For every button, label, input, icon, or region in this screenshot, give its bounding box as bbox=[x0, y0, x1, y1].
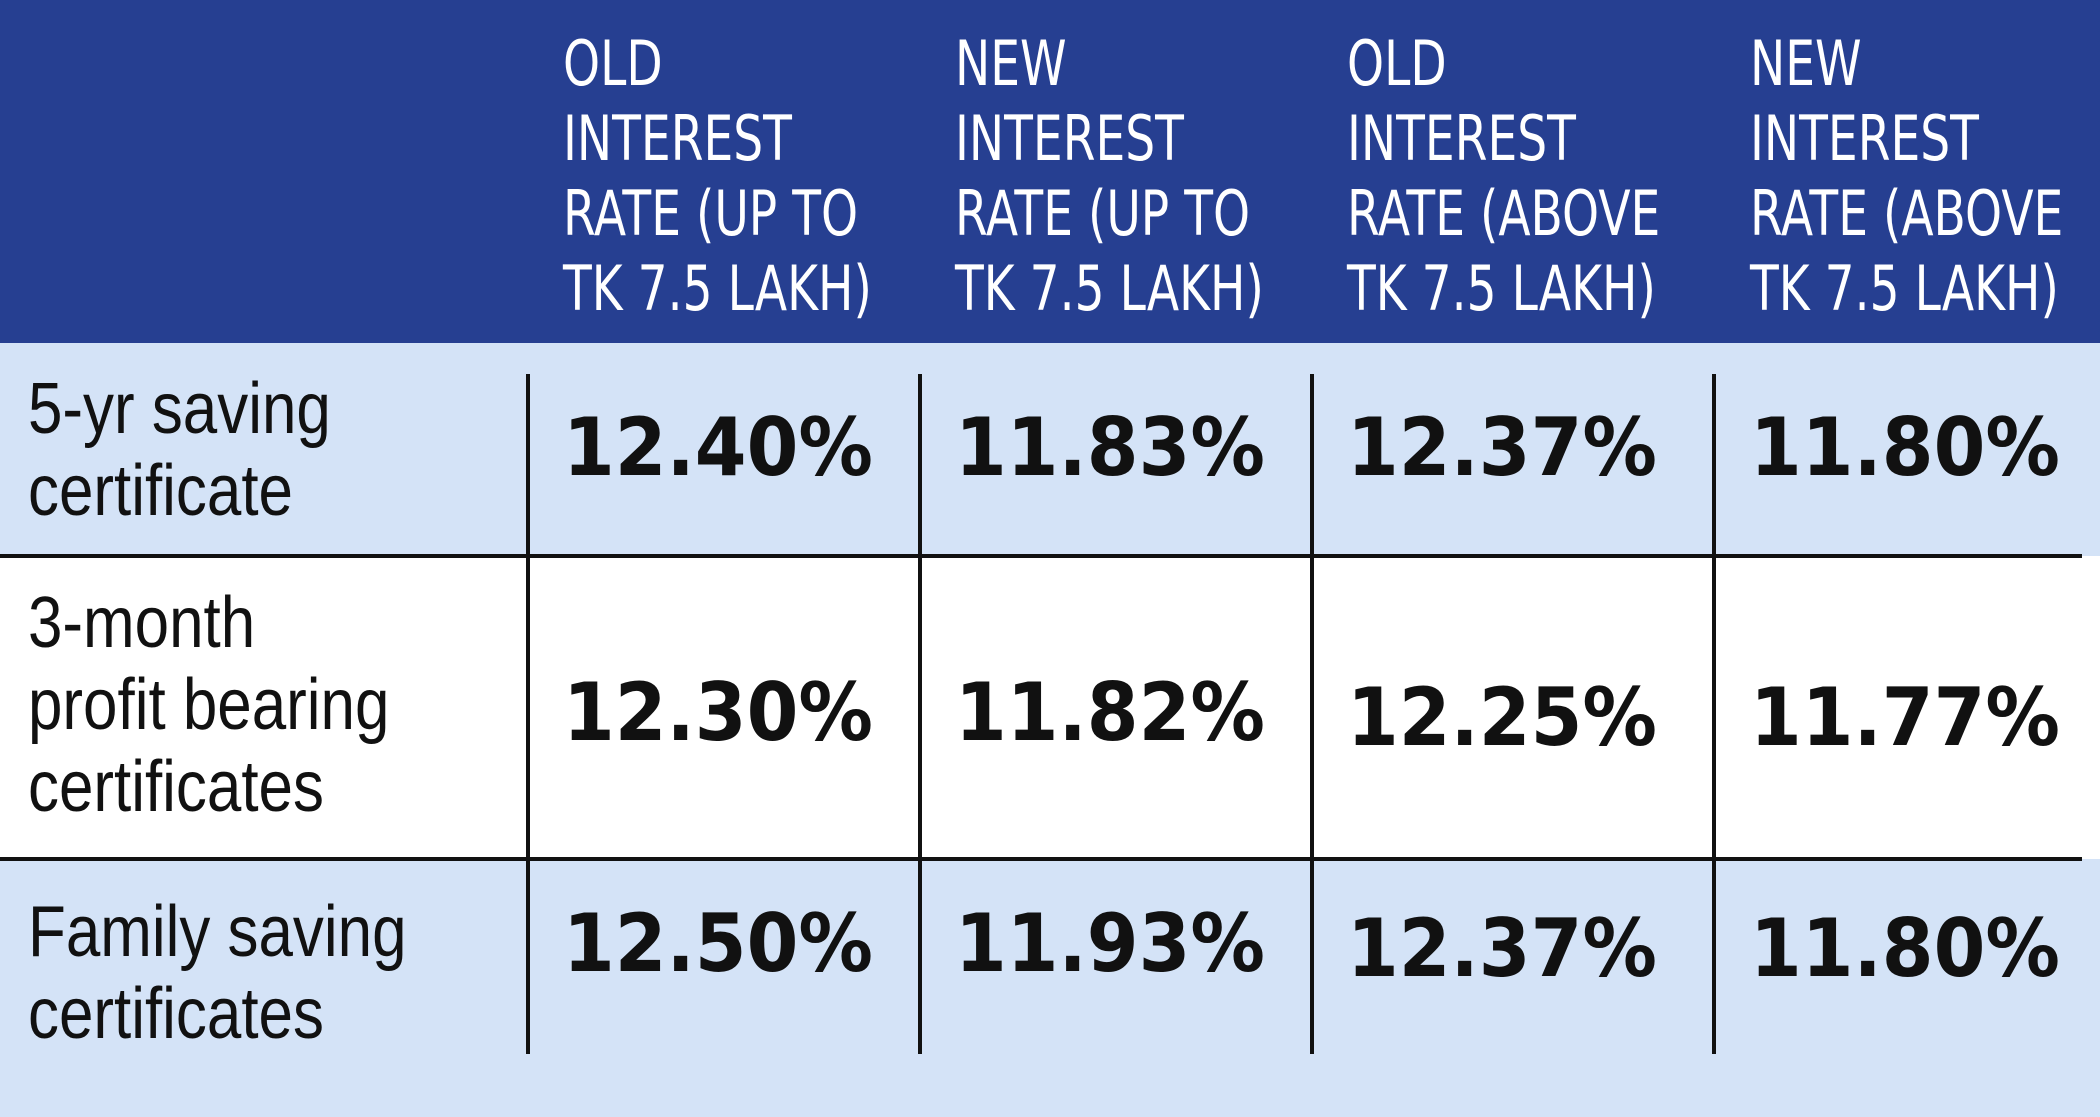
table-row: 5-yr saving certificate 12.40% 11.83% 12… bbox=[0, 343, 2100, 556]
column-header-line: INTEREST bbox=[563, 102, 792, 175]
rate-cell: 12.50% bbox=[563, 897, 873, 990]
rate-cell: 11.77% bbox=[1750, 671, 2060, 764]
row-label-3month-profit-bearing: 3-month profit bearing certificates bbox=[28, 582, 389, 828]
column-divider bbox=[1310, 374, 1314, 1054]
row-label-5yr-saving-certificate: 5-yr saving certificate bbox=[28, 368, 331, 532]
rate-cell: 12.37% bbox=[1347, 902, 1657, 995]
column-header-line: INTEREST bbox=[1347, 102, 1576, 175]
column-header-line: INTEREST bbox=[955, 102, 1184, 175]
row-label-line: certificate bbox=[28, 451, 293, 531]
column-divider bbox=[918, 374, 922, 1054]
column-header-old-above: OLD INTEREST RATE (ABOVE TK 7.5 LAKH) bbox=[1347, 26, 1660, 326]
rate-cell: 11.93% bbox=[955, 897, 1265, 990]
rate-cell: 12.40% bbox=[563, 401, 873, 494]
column-header-line: RATE (ABOVE bbox=[1750, 177, 2064, 250]
column-header-line: RATE (UP TO bbox=[955, 177, 1251, 250]
column-header-line: NEW bbox=[1750, 27, 1862, 100]
column-header-line: NEW bbox=[955, 27, 1067, 100]
table-row: 3-month profit bearing certificates 12.3… bbox=[0, 556, 2100, 859]
row-label-line: 5-yr saving bbox=[28, 369, 331, 449]
column-header-old-up-to: OLD INTEREST RATE (UP TO TK 7.5 LAKH) bbox=[563, 26, 872, 326]
rate-cell: 11.82% bbox=[955, 666, 1265, 759]
row-label-line: 3-month bbox=[28, 583, 256, 663]
rate-cell: 12.30% bbox=[563, 666, 873, 759]
row-label-line: Family saving bbox=[28, 892, 407, 972]
column-header-line: TK 7.5 LAKH) bbox=[563, 252, 872, 325]
row-label-line: profit bearing bbox=[28, 665, 390, 745]
rate-cell: 12.25% bbox=[1347, 671, 1657, 764]
column-header-line: TK 7.5 LAKH) bbox=[955, 252, 1264, 325]
row-label-line: certificates bbox=[28, 747, 324, 827]
column-header-line: OLD bbox=[563, 27, 663, 100]
rate-cell: 12.37% bbox=[1347, 401, 1657, 494]
rate-cell: 11.80% bbox=[1750, 401, 2060, 494]
table-header: OLD INTEREST RATE (UP TO TK 7.5 LAKH) NE… bbox=[0, 0, 2100, 343]
column-header-line: RATE (ABOVE bbox=[1347, 177, 1661, 250]
rate-cell: 11.80% bbox=[1750, 902, 2060, 995]
column-header-new-above: NEW INTEREST RATE (ABOVE TK 7.5 LAKH) bbox=[1750, 26, 2063, 326]
table-row: Family saving certificates 12.50% 11.93%… bbox=[0, 859, 2100, 1117]
column-header-line: INTEREST bbox=[1750, 102, 1979, 175]
column-divider bbox=[1712, 374, 1716, 1054]
column-header-line: TK 7.5 LAKH) bbox=[1750, 252, 2059, 325]
column-header-line: OLD bbox=[1347, 27, 1447, 100]
row-label-line: certificates bbox=[28, 974, 324, 1054]
rate-cell: 11.83% bbox=[955, 401, 1265, 494]
column-header-new-up-to: NEW INTEREST RATE (UP TO TK 7.5 LAKH) bbox=[955, 26, 1264, 326]
row-label-family-saving-certificates: Family saving certificates bbox=[28, 891, 407, 1055]
row-divider bbox=[0, 857, 2082, 861]
column-header-line: TK 7.5 LAKH) bbox=[1347, 252, 1656, 325]
column-header-line: RATE (UP TO bbox=[563, 177, 859, 250]
row-divider bbox=[0, 554, 2082, 558]
column-divider bbox=[526, 374, 530, 1054]
